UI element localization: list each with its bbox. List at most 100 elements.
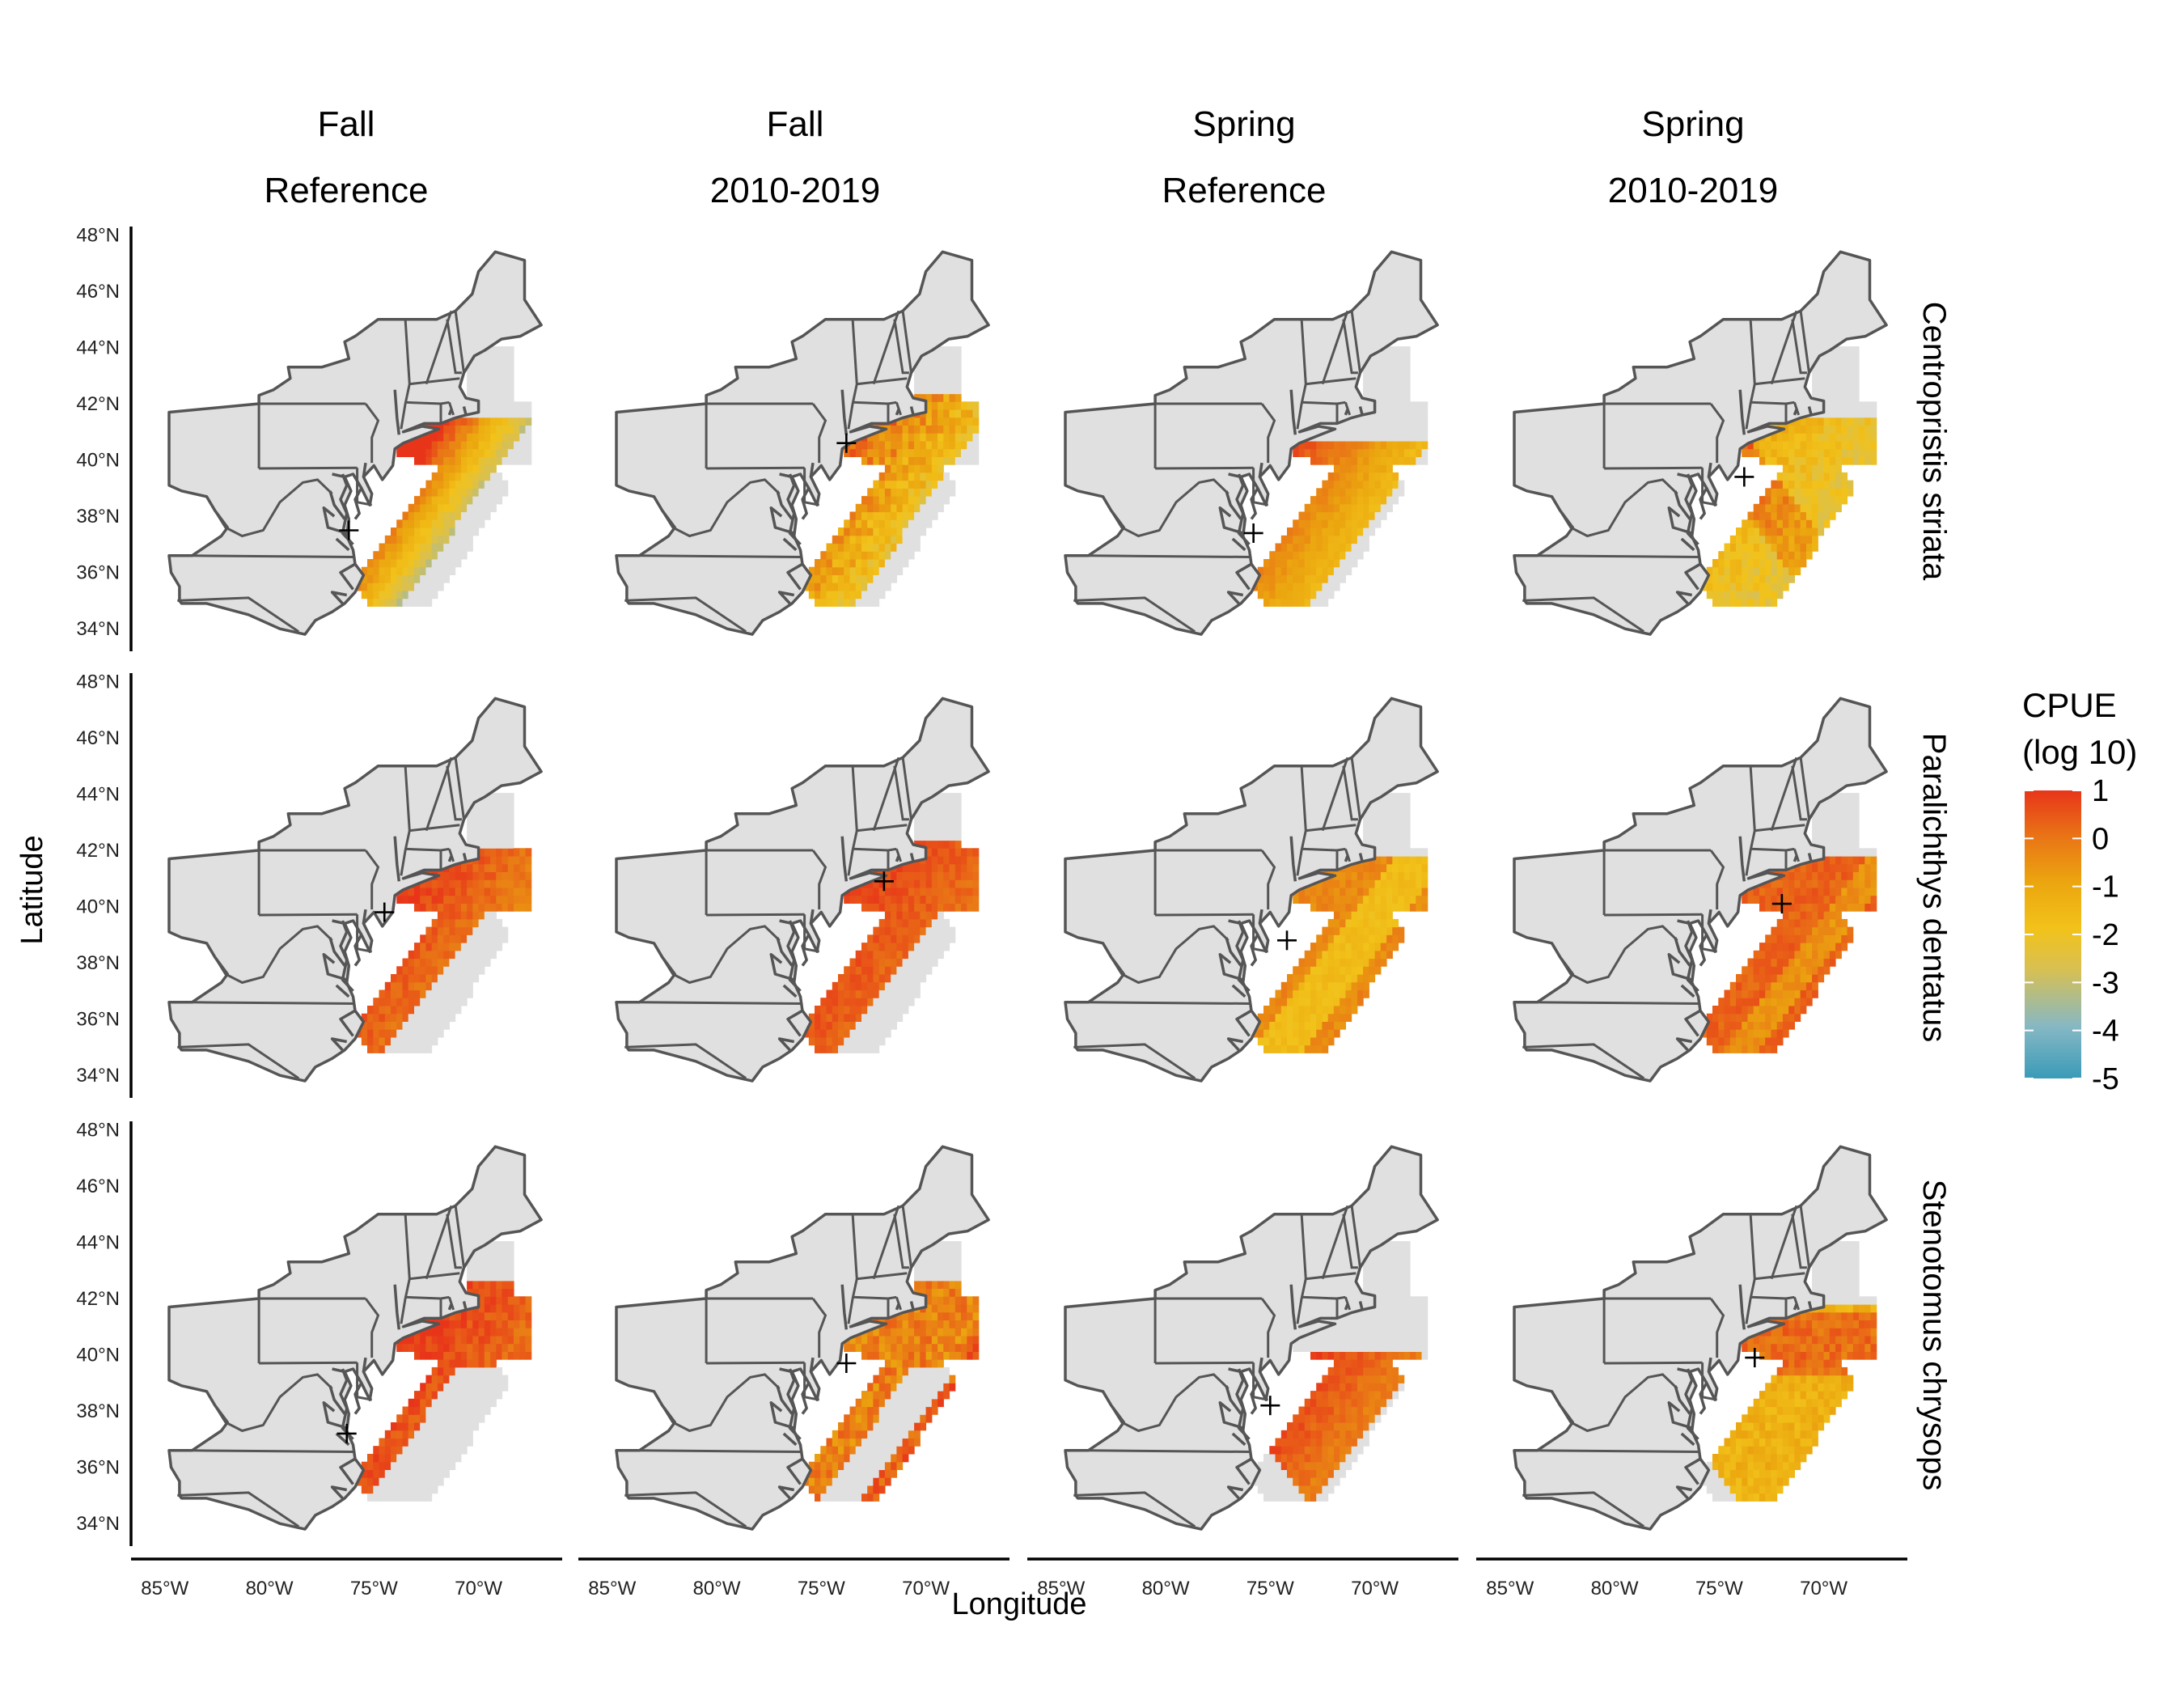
cpue-cell xyxy=(467,926,473,935)
state-border xyxy=(1342,319,1358,375)
cpue-cell xyxy=(884,934,891,943)
cpue-cell xyxy=(1794,519,1801,528)
cpue-cell xyxy=(1298,598,1306,607)
cpue-cell xyxy=(1322,448,1329,457)
cpue-cell xyxy=(1263,598,1270,607)
cpue-cell xyxy=(1823,370,1831,379)
cpue-cell xyxy=(884,926,891,935)
cpue-cell xyxy=(1829,895,1836,904)
cpue-cell xyxy=(1287,1044,1293,1053)
cpue-cell xyxy=(414,511,421,520)
state-border xyxy=(893,765,909,821)
cpue-cell xyxy=(908,488,915,497)
cpue-cell xyxy=(815,1029,821,1038)
cpue-cell xyxy=(920,800,927,810)
cpue-cell xyxy=(420,551,426,560)
state-border xyxy=(901,757,912,820)
cpue-cell xyxy=(949,370,956,379)
cpue-cell xyxy=(507,1296,514,1305)
cpue-cell xyxy=(1310,440,1317,450)
cpue-cell xyxy=(478,808,485,817)
cpue-cell xyxy=(1351,448,1358,457)
cpue-cell xyxy=(849,887,857,896)
cpue-cell xyxy=(1374,370,1382,379)
cpue-cell xyxy=(931,503,938,513)
cpue-cell xyxy=(1870,856,1877,865)
cpue-cell xyxy=(1794,425,1801,434)
cpue-cell xyxy=(408,1036,415,1046)
cpue-cell xyxy=(925,401,933,410)
cpue-cell xyxy=(402,1044,409,1053)
cpue-cell xyxy=(1392,362,1399,371)
cpue-cell xyxy=(490,950,497,960)
cpue-cell xyxy=(1386,409,1393,418)
cpue-cell xyxy=(1316,1044,1323,1053)
cpue-cell xyxy=(373,1036,380,1046)
cpue-cell xyxy=(396,1013,403,1022)
cpue-cell xyxy=(502,1280,509,1290)
cpue-cell xyxy=(1818,887,1825,896)
state-border xyxy=(1604,913,1703,917)
cpue-cell xyxy=(1818,370,1825,379)
cpue-cell xyxy=(1847,887,1854,896)
cpue-cell xyxy=(838,559,844,568)
cpue-cell xyxy=(1398,856,1405,865)
cpue-cell xyxy=(490,1248,497,1258)
cpue-cell xyxy=(1818,934,1825,943)
cpue-cell xyxy=(1263,583,1270,591)
cpue-cell xyxy=(1398,800,1405,810)
cpue-cell xyxy=(1392,840,1399,849)
cpue-cell xyxy=(914,440,921,450)
cpue-cell xyxy=(1416,848,1423,857)
cpue-cell xyxy=(460,1320,468,1328)
estuary-line xyxy=(1677,919,1691,926)
cpue-cell xyxy=(1333,583,1340,591)
cpue-cell xyxy=(449,448,456,457)
cpue-cell xyxy=(460,433,468,442)
state-borders xyxy=(177,756,465,1079)
cpue-cell xyxy=(425,543,433,552)
cpue-cell xyxy=(443,989,450,998)
cpue-cell xyxy=(972,895,980,904)
cpue-cell xyxy=(1374,832,1382,841)
cpue-cell xyxy=(961,417,967,426)
state-border xyxy=(177,596,300,633)
cpue-cell xyxy=(514,425,520,434)
cpue-cell xyxy=(525,1320,532,1328)
cpue-cell xyxy=(1859,903,1865,912)
cpue-cell xyxy=(484,354,491,363)
cpue-cell xyxy=(896,887,904,896)
cpue-cell xyxy=(1333,911,1340,920)
cpue-cell xyxy=(1841,370,1848,379)
cpue-cell xyxy=(467,1375,473,1383)
cpue-cell xyxy=(1351,456,1358,465)
cpue-cell xyxy=(431,1021,438,1030)
cpue-cell xyxy=(431,1375,438,1383)
cpue-cell xyxy=(1327,480,1335,489)
cpue-cell xyxy=(396,543,403,552)
estuary-line xyxy=(1250,934,1259,967)
map-panel-r2-c2 xyxy=(615,697,990,1083)
cpue-cell xyxy=(507,1241,514,1250)
cpue-cell xyxy=(507,425,514,434)
cpue-cell xyxy=(861,1438,868,1447)
cpue-cell xyxy=(525,848,532,857)
estuary-line xyxy=(1358,406,1364,416)
cpue-cell xyxy=(1782,480,1789,489)
cpue-cell xyxy=(1794,440,1801,450)
cpue-cell xyxy=(925,480,933,489)
cpue-cell xyxy=(1333,503,1340,513)
cpue-cell xyxy=(878,989,886,998)
cpue-cell xyxy=(1747,1013,1754,1022)
cpue-cell xyxy=(1852,808,1860,817)
cpue-cell xyxy=(902,887,909,896)
estuary-line xyxy=(393,1284,401,1330)
cpue-cell xyxy=(502,393,509,402)
cpue-cell xyxy=(861,1422,868,1431)
cpue-cell xyxy=(478,417,485,426)
cpue-cell xyxy=(1316,989,1323,998)
cpue-cell xyxy=(1823,440,1831,450)
cpue-cell xyxy=(832,1446,839,1455)
cpue-cell xyxy=(1340,911,1346,920)
cpue-cell xyxy=(1333,1006,1340,1015)
